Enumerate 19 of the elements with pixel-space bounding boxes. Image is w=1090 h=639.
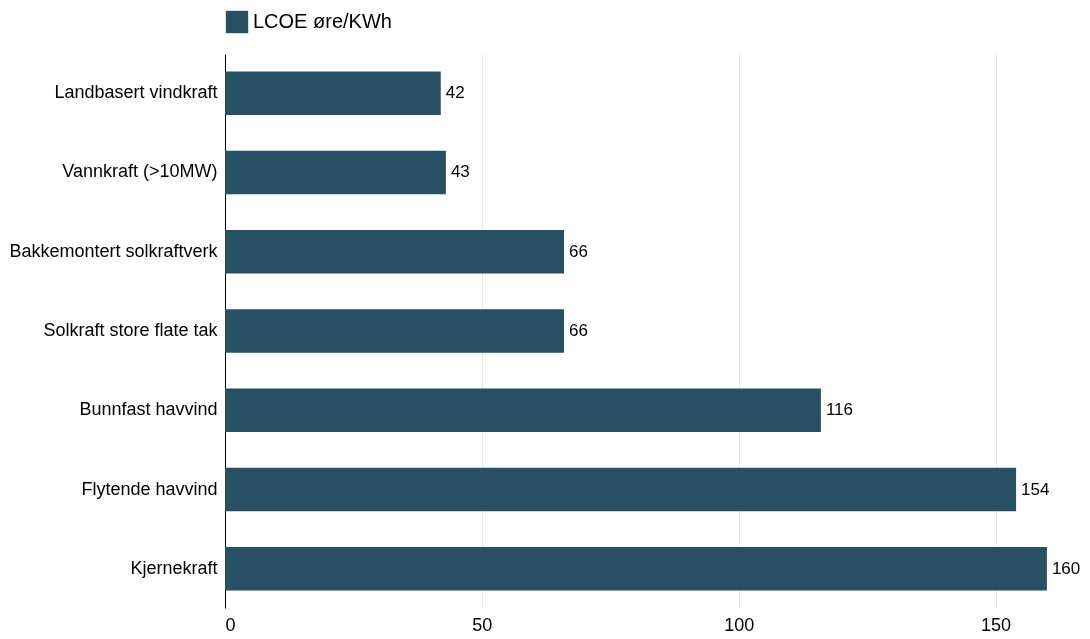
y-tick-label: Bunnfast havvind [79, 399, 218, 420]
x-tick-label: 100 [724, 614, 755, 635]
y-tick-label: Solkraft store flate tak [43, 320, 219, 340]
y-tick-label: Bakkemontert solkraftverk [9, 240, 219, 261]
y-tick-label: Kjernekraft [130, 557, 218, 578]
legend-label: LCOE øre/KWh [253, 10, 392, 32]
x-tick-label: 150 [981, 614, 1012, 635]
data-label: 66 [569, 241, 588, 261]
data-label: 116 [825, 400, 853, 420]
y-tick-label: Flytende havvind [81, 478, 218, 499]
data-label: 42 [445, 83, 465, 103]
data-label: 160 [1051, 558, 1081, 578]
x-tick-label: 0 [225, 614, 236, 635]
data-label: 154 [1021, 479, 1050, 499]
x-tick-label: 50 [472, 614, 493, 635]
y-tick-label: Landbasert vindkraft [54, 82, 218, 103]
data-label: 66 [569, 321, 588, 340]
data-label: 43 [450, 162, 470, 182]
y-tick-label: Vannkraft (>10MW) [62, 161, 218, 182]
